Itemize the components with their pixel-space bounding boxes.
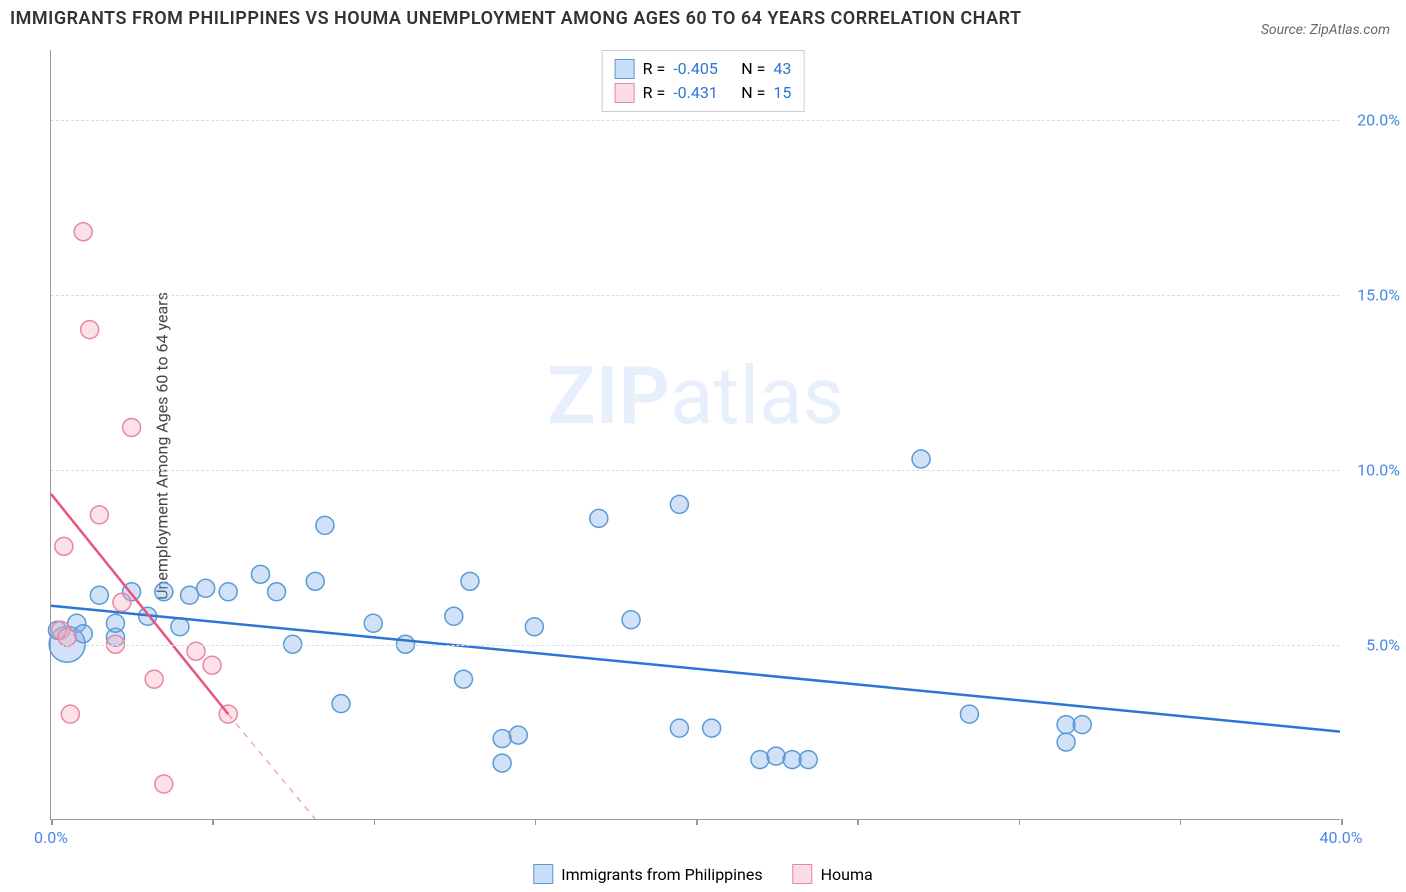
legend-label-a: Immigrants from Philippines xyxy=(561,865,762,884)
grid-line xyxy=(51,645,1340,646)
scatter-point xyxy=(622,611,640,629)
stat-row-series-a: R = -0.405 N = 43 xyxy=(615,57,792,81)
scatter-point xyxy=(181,586,199,604)
scatter-point xyxy=(670,719,688,737)
x-tick-mark xyxy=(535,819,537,825)
swatch-series-a xyxy=(615,59,635,79)
y-tick-label: 10.0% xyxy=(1357,461,1400,480)
chart-title: IMMIGRANTS FROM PHILIPPINES VS HOUMA UNE… xyxy=(10,8,1022,29)
scatter-point xyxy=(123,419,141,437)
scatter-point xyxy=(90,506,108,524)
x-tick-mark xyxy=(857,819,859,825)
n-value-a: 43 xyxy=(773,57,791,81)
legend-item-a: Immigrants from Philippines xyxy=(533,864,762,884)
x-tick-mark xyxy=(212,819,214,825)
stat-row-series-b: R = -0.431 N = 15 xyxy=(615,81,792,105)
scatter-point xyxy=(74,625,92,643)
legend-label-b: Houma xyxy=(821,865,873,884)
scatter-point xyxy=(461,572,479,590)
legend-swatch-a xyxy=(533,864,553,884)
scatter-point xyxy=(61,705,79,723)
scatter-point xyxy=(590,509,608,527)
grid-line xyxy=(51,120,1340,121)
scatter-point xyxy=(155,775,173,793)
scatter-point xyxy=(332,695,350,713)
x-tick-mark xyxy=(374,819,376,825)
x-tick-mark xyxy=(1180,819,1182,825)
x-tick-mark xyxy=(1019,819,1021,825)
scatter-point xyxy=(1057,733,1075,751)
scatter-point xyxy=(55,537,73,555)
scatter-point xyxy=(155,583,173,601)
trend-line-dashed xyxy=(228,714,315,819)
scatter-point xyxy=(783,751,801,769)
scatter-point xyxy=(703,719,721,737)
series-legend: Immigrants from Philippines Houma xyxy=(533,864,872,884)
scatter-point xyxy=(219,583,237,601)
scatter-point xyxy=(203,656,221,674)
scatter-point xyxy=(912,450,930,468)
n-label-b: N = xyxy=(741,81,765,105)
scatter-point xyxy=(268,583,286,601)
scatter-point xyxy=(751,751,769,769)
scatter-point xyxy=(1073,716,1091,734)
scatter-point xyxy=(58,628,76,646)
scatter-point xyxy=(251,565,269,583)
scatter-point xyxy=(767,747,785,765)
r-label-b: R = xyxy=(643,81,666,105)
legend-swatch-b xyxy=(793,864,813,884)
scatter-point xyxy=(171,618,189,636)
grid-line xyxy=(51,295,1340,296)
y-tick-label: 5.0% xyxy=(1366,636,1400,655)
r-value-b: -0.431 xyxy=(673,81,733,105)
scatter-point xyxy=(1057,716,1075,734)
scatter-point xyxy=(493,730,511,748)
y-tick-label: 15.0% xyxy=(1357,286,1400,305)
correlation-legend: R = -0.405 N = 43 R = -0.431 N = 15 xyxy=(602,50,805,112)
scatter-point xyxy=(509,726,527,744)
scatter-point xyxy=(670,495,688,513)
x-tick-mark xyxy=(1341,819,1343,825)
trend-line xyxy=(51,494,228,714)
swatch-series-b xyxy=(615,83,635,103)
scatter-point xyxy=(799,751,817,769)
chart-container: IMMIGRANTS FROM PHILIPPINES VS HOUMA UNE… xyxy=(0,0,1406,892)
r-label-a: R = xyxy=(643,57,666,81)
scatter-point xyxy=(197,579,215,597)
scatter-point xyxy=(306,572,324,590)
x-tick-mark xyxy=(696,819,698,825)
n-value-b: 15 xyxy=(773,81,791,105)
scatter-point xyxy=(90,586,108,604)
scatter-point xyxy=(445,607,463,625)
scatter-point xyxy=(316,516,334,534)
grid-line xyxy=(51,470,1340,471)
r-value-a: -0.405 xyxy=(673,57,733,81)
scatter-point xyxy=(74,223,92,241)
source-attribution: Source: ZipAtlas.com xyxy=(1261,22,1390,38)
scatter-point xyxy=(525,618,543,636)
plot-area: ZIPatlas 5.0%10.0%15.0%20.0%0.0%40.0% xyxy=(50,50,1340,820)
scatter-point xyxy=(81,321,99,339)
x-tick-mark xyxy=(51,819,53,825)
scatter-point xyxy=(113,593,131,611)
scatter-point xyxy=(106,614,124,632)
scatter-point xyxy=(145,670,163,688)
trend-line xyxy=(51,606,1340,732)
x-tick-label: 40.0% xyxy=(1320,828,1363,847)
y-tick-label: 20.0% xyxy=(1357,111,1400,130)
plot-svg xyxy=(51,50,1340,819)
scatter-point xyxy=(454,670,472,688)
scatter-point xyxy=(960,705,978,723)
scatter-point xyxy=(493,754,511,772)
scatter-point xyxy=(364,614,382,632)
legend-item-b: Houma xyxy=(793,864,873,884)
x-tick-label: 0.0% xyxy=(34,828,68,847)
n-label-a: N = xyxy=(741,57,765,81)
